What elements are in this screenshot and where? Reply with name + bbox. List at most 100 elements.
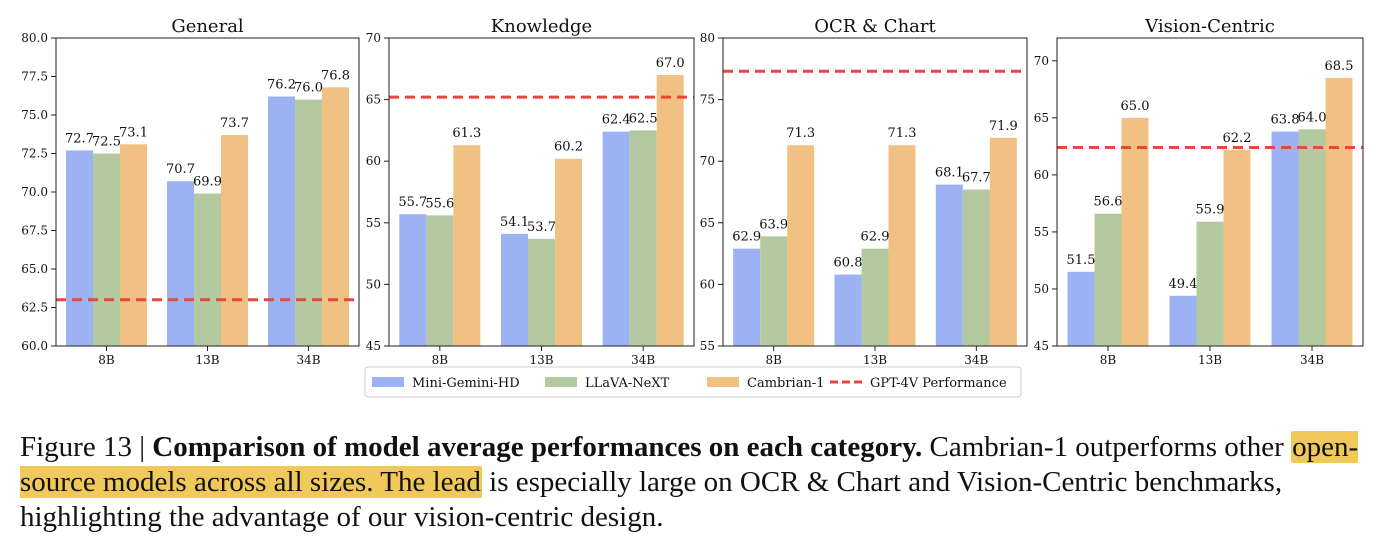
plot-frame-knowledge [388, 37, 695, 347]
data-label-ocr-chart-0-0: 62.9 [732, 230, 761, 245]
bar-knowledge-2-1 [629, 130, 657, 346]
legend-label-3: GPT-4V Performance [870, 376, 1007, 391]
y-tick-label-vision-centric-0: 45 [1034, 339, 1049, 353]
x-tick-label-ocr-chart-2: 34B [964, 353, 988, 367]
bar-general-0-1 [93, 153, 120, 346]
bar-vision-centric-2-1 [1298, 129, 1326, 346]
data-label-vision-centric-0-1: 56.6 [1094, 195, 1123, 210]
legend-swatch-1 [545, 377, 577, 387]
data-label-general-0-0: 72.7 [65, 131, 94, 146]
data-label-knowledge-2-1: 62.5 [629, 111, 658, 126]
bar-ocr-chart-2-2 [989, 137, 1017, 346]
data-label-knowledge-0-1: 55.6 [425, 196, 454, 211]
data-label-vision-centric-1-0: 49.4 [1169, 277, 1198, 292]
data-label-vision-centric-0-2: 65.0 [1121, 99, 1150, 114]
x-tick-label-general-2: 34B [296, 353, 320, 367]
data-label-general-2-2: 76.8 [321, 68, 350, 83]
y-tick-label-general-4: 70.0 [21, 185, 48, 199]
y-tick-label-knowledge-3: 60 [366, 154, 381, 168]
bar-general-2-1 [295, 99, 322, 346]
y-tick-label-ocr-chart-5: 80 [700, 31, 715, 45]
y-tick-label-ocr-chart-3: 70 [700, 154, 715, 168]
figure-caption: Figure 13 | Comparison of model average … [20, 430, 1366, 534]
y-tick-label-general-3: 67.5 [21, 224, 48, 238]
y-tick-label-knowledge-5: 70 [366, 31, 381, 45]
y-tick-label-ocr-chart-0: 55 [700, 339, 715, 353]
y-tick-label-knowledge-0: 45 [366, 339, 381, 353]
x-tick-label-general-0: 8B [98, 353, 115, 367]
y-tick-label-general-6: 75.0 [21, 108, 48, 122]
y-tick-label-vision-centric-1: 50 [1034, 282, 1049, 296]
legend-swatch-0 [372, 377, 404, 387]
y-tick-label-general-8: 80.0 [21, 31, 48, 45]
bar-vision-centric-0-2 [1121, 117, 1149, 346]
bar-ocr-chart-0-0 [733, 248, 761, 346]
data-label-ocr-chart-2-0: 68.1 [935, 166, 964, 181]
chart-title-vision-centric: Vision-Centric [1144, 16, 1275, 37]
data-label-ocr-chart-2-2: 71.9 [989, 119, 1018, 134]
plot-frame-general [55, 37, 360, 347]
bar-knowledge-1-1 [528, 238, 555, 346]
bar-general-1-2 [221, 135, 248, 346]
data-label-vision-centric-2-2: 68.5 [1325, 59, 1354, 74]
bar-knowledge-2-0 [602, 131, 630, 346]
y-tick-label-vision-centric-5: 70 [1034, 54, 1049, 68]
chart-title-general: General [171, 16, 244, 37]
data-label-general-0-2: 73.1 [119, 125, 148, 140]
chart-title-ocr-chart: OCR & Chart [814, 16, 936, 37]
caption-text-b: is especially large on OCR & Chart and V… [20, 465, 1283, 533]
data-label-knowledge-1-0: 54.1 [500, 215, 529, 230]
bar-knowledge-2-2 [656, 74, 684, 347]
data-label-knowledge-0-0: 55.7 [398, 195, 427, 210]
data-label-ocr-chart-1-2: 71.3 [888, 126, 917, 141]
bar-ocr-chart-1-2 [888, 145, 916, 346]
data-label-general-0-1: 72.5 [92, 135, 121, 150]
data-label-ocr-chart-1-1: 62.9 [861, 230, 890, 245]
bar-ocr-chart-2-0 [935, 184, 963, 346]
caption-text-a: Cambrian-1 outperforms other [929, 431, 1284, 463]
data-label-ocr-chart-0-2: 71.3 [786, 126, 815, 141]
bar-knowledge-1-2 [555, 158, 582, 346]
caption-title: Comparison of model average performances… [152, 431, 923, 463]
data-label-ocr-chart-1-0: 60.8 [834, 256, 863, 271]
bar-ocr-chart-0-1 [760, 236, 788, 346]
data-label-vision-centric-2-1: 64.0 [1298, 110, 1327, 125]
data-label-knowledge-1-2: 60.2 [554, 140, 583, 155]
legend-label-0: Mini-Gemini-HD [412, 376, 520, 391]
x-tick-label-knowledge-2: 34B [631, 353, 655, 367]
y-tick-label-general-7: 77.5 [21, 70, 48, 84]
bar-ocr-chart-1-1 [861, 248, 889, 346]
bar-general-2-2 [322, 87, 349, 346]
x-tick-label-knowledge-0: 8B [432, 353, 449, 367]
x-tick-label-vision-centric-0: 8B [1100, 353, 1117, 367]
data-label-general-1-1: 69.9 [193, 175, 222, 190]
y-tick-label-general-0: 60.0 [21, 339, 48, 353]
y-tick-label-vision-centric-4: 65 [1034, 111, 1049, 125]
chart-title-knowledge: Knowledge [491, 16, 592, 37]
data-label-general-2-0: 76.2 [267, 78, 296, 93]
bar-knowledge-1-0 [501, 233, 528, 346]
data-label-general-1-0: 70.7 [166, 162, 195, 177]
bar-vision-centric-0-0 [1067, 271, 1095, 346]
bar-ocr-chart-1-0 [834, 274, 862, 346]
y-tick-label-vision-centric-2: 55 [1034, 225, 1049, 239]
x-tick-label-vision-centric-2: 34B [1300, 353, 1324, 367]
y-tick-label-ocr-chart-1: 60 [700, 277, 715, 291]
x-tick-label-ocr-chart-0: 8B [765, 353, 782, 367]
legend-box [364, 366, 1022, 398]
x-tick-label-general-1: 13B [195, 353, 219, 367]
data-label-ocr-chart-0-1: 63.9 [759, 217, 788, 232]
bar-knowledge-0-1 [426, 215, 454, 346]
data-label-vision-centric-1-1: 55.9 [1196, 203, 1225, 218]
legend-label-2: Cambrian-1 [747, 376, 825, 391]
bar-general-1-1 [194, 193, 221, 346]
bar-general-2-0 [268, 96, 295, 347]
bar-general-0-2 [120, 144, 147, 346]
y-tick-label-general-2: 65.0 [21, 262, 48, 276]
chart-figure: General 60.0 62.5 65.0 67.5 70.0 72.5 75.0 77.5 8… [21, 16, 1364, 398]
y-tick-label-general-1: 62.5 [21, 301, 48, 315]
y-tick-label-knowledge-1: 50 [366, 277, 381, 291]
bar-vision-centric-1-2 [1223, 149, 1251, 346]
bar-knowledge-0-2 [453, 145, 481, 346]
data-label-knowledge-0-2: 61.3 [452, 126, 481, 141]
